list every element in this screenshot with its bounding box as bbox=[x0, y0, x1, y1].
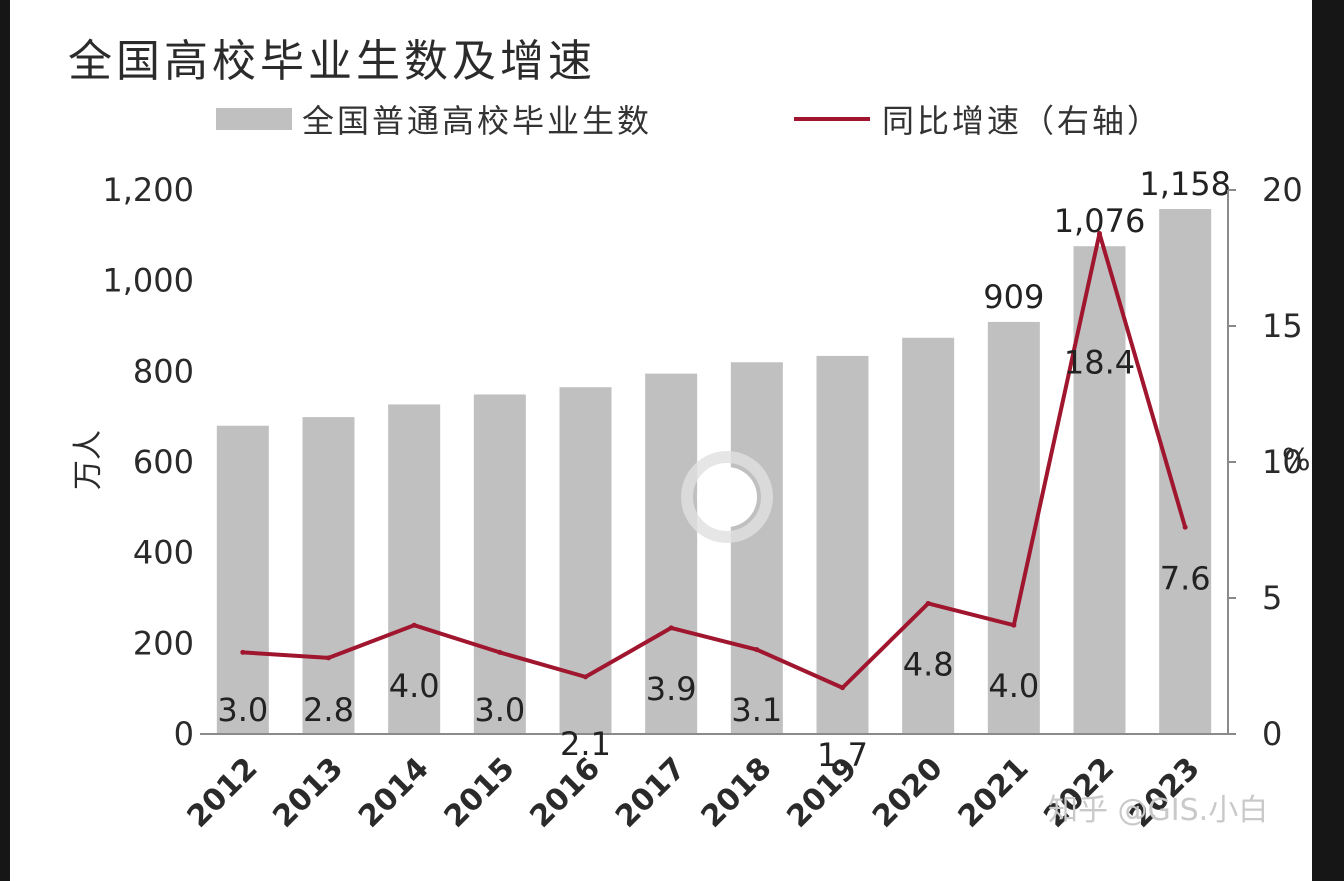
y-axis-title: 万人 bbox=[71, 430, 106, 490]
bar bbox=[902, 337, 955, 734]
y-tick-label: 800 bbox=[133, 352, 194, 390]
y2-tick-label: 0 bbox=[1262, 715, 1282, 753]
line-value-label: 2.1 bbox=[560, 725, 611, 763]
line-value-label: 4.8 bbox=[903, 645, 954, 683]
x-tick-label: 2012 bbox=[181, 751, 265, 835]
y2-tick-label: 15 bbox=[1262, 307, 1303, 345]
line-value-label: 1.7 bbox=[817, 736, 868, 774]
growth-line bbox=[242, 231, 1188, 690]
x-tick-label: 2018 bbox=[695, 751, 779, 835]
bar bbox=[816, 355, 869, 734]
play-indicator bbox=[681, 451, 773, 543]
line-value-label: 3.0 bbox=[474, 691, 525, 729]
chart-title: 全国高校毕业生数及增速 bbox=[68, 36, 596, 87]
y-tick-label: 600 bbox=[133, 443, 194, 481]
line-point bbox=[840, 685, 845, 691]
bar-value-label: 909 bbox=[983, 278, 1044, 316]
line-point bbox=[240, 649, 246, 655]
line-point bbox=[1097, 231, 1102, 237]
x-tick-label: 2016 bbox=[523, 751, 607, 835]
line-point bbox=[1011, 622, 1017, 628]
y2-tick-label: 10 bbox=[1262, 443, 1303, 481]
x-tick-label: 2013 bbox=[266, 751, 350, 835]
line-value-label: 4.0 bbox=[988, 667, 1039, 705]
line-point bbox=[583, 674, 588, 680]
bar bbox=[987, 321, 1040, 734]
y-tick-label: 400 bbox=[133, 534, 194, 572]
line-series bbox=[240, 231, 1188, 691]
y2-tick-label: 20 bbox=[1262, 171, 1303, 209]
bar bbox=[645, 373, 698, 734]
y-axis-ticks: 0 200 400 600 800 1,000 1,200 bbox=[102, 171, 194, 753]
bar bbox=[302, 417, 355, 734]
bar-series bbox=[216, 209, 1212, 735]
line-value-label: 4.0 bbox=[389, 667, 440, 705]
line-value-label: 3.0 bbox=[217, 691, 268, 729]
line-value-label: 2.8 bbox=[303, 691, 354, 729]
legend: 全国普通高校毕业生数 同比增速（右轴） bbox=[216, 102, 1162, 140]
legend-line-label: 同比增速（右轴） bbox=[882, 102, 1162, 140]
y-tick-label: 1,200 bbox=[102, 171, 194, 209]
y-tick-label: 0 bbox=[174, 715, 194, 753]
line-value-label: 3.9 bbox=[646, 670, 697, 708]
line-value-label: 3.1 bbox=[731, 691, 782, 729]
line-point bbox=[668, 625, 674, 631]
x-tick-label: 2017 bbox=[609, 751, 693, 835]
x-tick-label: 2021 bbox=[952, 751, 1036, 835]
chart-frame: 全国高校毕业生数及增速 全国普通高校毕业生数 同比增速（右轴） 万人 % 0 20… bbox=[10, 0, 1312, 881]
bar bbox=[388, 404, 441, 734]
y-tick-label: 1,000 bbox=[102, 262, 194, 300]
legend-bar-label: 全国普通高校毕业生数 bbox=[302, 102, 652, 140]
bar bbox=[559, 387, 612, 734]
bar-value-label: 1,158 bbox=[1139, 165, 1231, 203]
bar bbox=[473, 394, 526, 734]
x-tick-label: 2015 bbox=[438, 751, 522, 835]
y2-tick-label: 5 bbox=[1262, 579, 1282, 617]
y-tick-label: 200 bbox=[133, 624, 194, 662]
line-point bbox=[411, 622, 417, 628]
x-tick-label: 2020 bbox=[866, 751, 950, 835]
line-point bbox=[754, 647, 760, 653]
line-point bbox=[326, 655, 331, 661]
line-point bbox=[1182, 524, 1188, 530]
legend-bar-swatch bbox=[216, 108, 292, 130]
watermark: 知乎 @GIS.小白 bbox=[1048, 793, 1268, 828]
line-point bbox=[497, 649, 503, 655]
bar bbox=[216, 425, 269, 734]
bar bbox=[730, 362, 783, 734]
x-tick-label: 2014 bbox=[352, 751, 436, 835]
line-point bbox=[925, 600, 931, 606]
chart: 全国高校毕业生数及增速 全国普通高校毕业生数 同比增速（右轴） 万人 % 020… bbox=[68, 36, 1311, 835]
y2-axis-title: % bbox=[1282, 443, 1311, 478]
y2-axis-ticks: 0 5 10 15 20 bbox=[1228, 171, 1303, 753]
line-value-labels: 3.0 2.8 4.0 3.0 2.1 3.9 3.1 1.7 4.8 4.0 18.4 7.6 bbox=[217, 344, 1210, 774]
line-value-label: 18.4 bbox=[1064, 344, 1135, 382]
bar bbox=[1073, 246, 1126, 735]
line-value-label: 7.6 bbox=[1160, 559, 1211, 597]
